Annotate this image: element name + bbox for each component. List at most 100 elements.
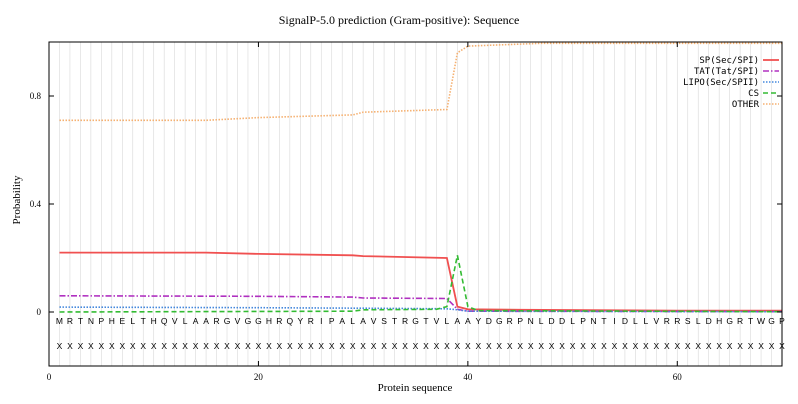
- residue-letter: Q: [161, 316, 168, 326]
- annotation-letter: X: [182, 341, 188, 351]
- residue-letter: L: [350, 316, 355, 326]
- annotation-letter: X: [381, 341, 387, 351]
- y-tick-label: 0.4: [30, 199, 42, 209]
- annotation-letter: X: [517, 341, 523, 351]
- annotation-letter: X: [664, 341, 670, 351]
- annotation-letter: X: [109, 341, 115, 351]
- residue-letter: D: [549, 316, 555, 326]
- x-tick-label: 40: [463, 372, 473, 382]
- residue-letter: N: [88, 316, 94, 326]
- residue-letter: R: [737, 316, 743, 326]
- annotation-letter: X: [224, 341, 230, 351]
- residue-letter: Q: [287, 316, 294, 326]
- residue-letter: T: [392, 316, 397, 326]
- annotation-letter: X: [318, 341, 324, 351]
- annotation-letter: X: [402, 341, 408, 351]
- series-lines: [59, 42, 783, 313]
- residue-letter: A: [360, 316, 366, 326]
- residue-letter: G: [768, 316, 775, 326]
- annotation-letter: X: [496, 341, 502, 351]
- residue-letter: W: [757, 316, 765, 326]
- residue-letter: P: [580, 316, 586, 326]
- residue-letter: V: [235, 316, 241, 326]
- annotation-letter: X: [507, 341, 513, 351]
- residue-letter: Y: [475, 316, 481, 326]
- legend: SP(Sec/SPI)TAT(Tat/SPI)LIPO(Sec/SPII)CSO…: [683, 56, 779, 110]
- annotation-letter: X: [172, 341, 178, 351]
- annotation-letter: X: [643, 341, 649, 351]
- x-axis-label: Protein sequence: [378, 382, 453, 394]
- residue-letter: R: [276, 316, 282, 326]
- annotation-letter: X: [350, 341, 356, 351]
- annotation-letter: X: [559, 341, 565, 351]
- residue-letter: L: [644, 316, 649, 326]
- annotation-letter: X: [570, 341, 576, 351]
- residue-letter: T: [141, 316, 146, 326]
- y-axis-label: Probability: [11, 175, 23, 224]
- residue-letter: D: [706, 316, 712, 326]
- annotation-letter: X: [329, 341, 335, 351]
- legend-label: SP(Sec/SPI): [699, 56, 759, 66]
- residue-letter: H: [109, 316, 115, 326]
- annotation-letter: X: [140, 341, 146, 351]
- residue-letter: H: [716, 316, 722, 326]
- annotation-letter: X: [434, 341, 440, 351]
- residue-letter: V: [172, 316, 178, 326]
- series-line-0: [59, 251, 782, 312]
- annotation-letter: X: [99, 341, 105, 351]
- residue-letter: D: [486, 316, 492, 326]
- annotation-letter: X: [360, 341, 366, 351]
- residue-letter: R: [674, 316, 680, 326]
- residue-letter: I: [613, 316, 615, 326]
- residue-letter: H: [266, 316, 272, 326]
- x-tick-label: 60: [673, 372, 683, 382]
- annotation-letter: X: [528, 341, 534, 351]
- annotation-letter: X: [758, 341, 764, 351]
- annotation-letter: X: [214, 341, 220, 351]
- residue-letter: R: [67, 316, 73, 326]
- residue-letter: I: [320, 316, 322, 326]
- legend-label: OTHER: [732, 100, 760, 110]
- annotation-letter: X: [465, 341, 471, 351]
- residue-letter: G: [496, 316, 503, 326]
- residue-letter: V: [371, 316, 377, 326]
- annotation-letter: X: [277, 341, 283, 351]
- residue-letter: T: [423, 316, 428, 326]
- residue-letter: N: [590, 316, 596, 326]
- residue-letter: A: [193, 316, 199, 326]
- annotation-letter: X: [716, 341, 722, 351]
- annotation-letter: X: [161, 341, 167, 351]
- annotation-letter: X: [78, 341, 84, 351]
- residue-letter: T: [78, 316, 83, 326]
- residue-letter: V: [434, 316, 440, 326]
- annotation-letter: X: [371, 341, 377, 351]
- annotation-letter: X: [203, 341, 209, 351]
- residue-letter: A: [339, 316, 345, 326]
- residue-letter: T: [748, 316, 753, 326]
- annotation-letter: X: [130, 341, 136, 351]
- residue-letter: H: [151, 316, 157, 326]
- annotation-letter: X: [339, 341, 345, 351]
- residue-letter: L: [696, 316, 701, 326]
- series-line-4: [59, 42, 782, 122]
- chart-title: SignalP-5.0 prediction (Gram-positive): …: [279, 13, 520, 27]
- annotation-letter: X: [245, 341, 251, 351]
- residue-letter: T: [601, 316, 606, 326]
- annotation-letter: X: [685, 341, 691, 351]
- annotation-letter: X: [297, 341, 303, 351]
- annotation-letter: X: [591, 341, 597, 351]
- y-tick-label: 0.8: [30, 91, 42, 101]
- residue-letter: Y: [297, 316, 303, 326]
- residue-letter: D: [622, 316, 628, 326]
- annotation-letter: X: [486, 341, 492, 351]
- annotation-letter: X: [413, 341, 419, 351]
- residue-letter: R: [507, 316, 513, 326]
- annotation-letter: X: [538, 341, 544, 351]
- annotation-letter: X: [727, 341, 733, 351]
- annotation-letter: X: [549, 341, 555, 351]
- annotation-letter: X: [601, 341, 607, 351]
- annotation-letter: X: [193, 341, 199, 351]
- residue-letter: L: [130, 316, 135, 326]
